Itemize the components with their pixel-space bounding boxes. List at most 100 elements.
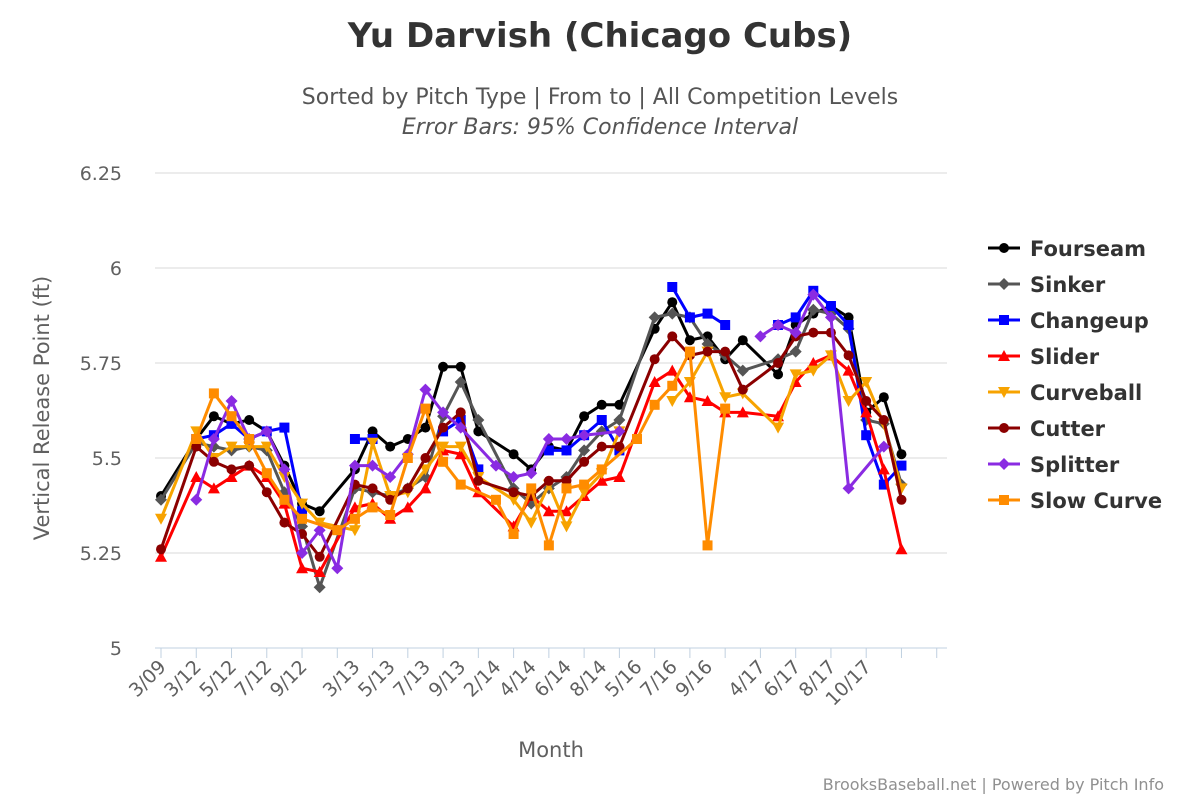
changeup-point[interactable] xyxy=(279,422,290,433)
slider-point[interactable] xyxy=(419,482,432,494)
cutter-point[interactable] xyxy=(156,544,166,555)
slow-curve-point[interactable] xyxy=(438,456,449,467)
splitter-point[interactable] xyxy=(384,471,397,483)
slow-curve-point[interactable] xyxy=(385,510,396,520)
fourseam-point[interactable] xyxy=(420,422,431,433)
slow-curve-point[interactable] xyxy=(667,380,678,391)
curveball-point[interactable] xyxy=(348,525,361,537)
fourseam-point[interactable] xyxy=(438,361,449,372)
slow-curve-point[interactable] xyxy=(596,464,607,475)
changeup-point[interactable] xyxy=(790,312,801,323)
cutter-point[interactable] xyxy=(402,483,413,494)
slow-curve-point[interactable] xyxy=(526,483,537,494)
fourseam-point[interactable] xyxy=(579,411,590,422)
curveball-point[interactable] xyxy=(278,472,291,483)
changeup-point[interactable] xyxy=(473,464,484,475)
changeup-point[interactable] xyxy=(561,445,572,456)
legend-swatch-marker[interactable] xyxy=(999,423,1009,433)
fourseam-point[interactable] xyxy=(473,426,484,437)
splitter-point[interactable] xyxy=(207,433,220,445)
changeup-point[interactable] xyxy=(702,308,713,319)
sinker-point[interactable] xyxy=(648,311,661,324)
slider-point[interactable] xyxy=(701,395,714,406)
slider-point[interactable] xyxy=(155,550,167,562)
splitter-point[interactable] xyxy=(578,429,591,442)
slow-curve-point[interactable] xyxy=(649,399,660,410)
splitter-point[interactable] xyxy=(313,524,326,537)
changeup-point[interactable] xyxy=(861,430,872,441)
fourseam-point[interactable] xyxy=(508,449,519,460)
changeup-point[interactable] xyxy=(878,479,889,490)
legend-item-curveball[interactable]: Curveball xyxy=(988,381,1142,405)
slider-point[interactable] xyxy=(225,471,238,482)
curveball-point[interactable] xyxy=(860,377,873,388)
cutter-point[interactable] xyxy=(455,407,466,418)
legend[interactable]: Fourseam Sinker Changeup Slider Curveball Cut… xyxy=(988,237,1162,513)
slow-curve-point[interactable] xyxy=(191,434,202,444)
cutter-point[interactable] xyxy=(649,354,660,365)
slider-point[interactable] xyxy=(595,474,608,486)
legend-swatch-marker[interactable] xyxy=(998,278,1010,290)
slow-curve-point[interactable] xyxy=(455,479,466,490)
slow-curve-point[interactable] xyxy=(261,468,272,479)
splitter-point[interactable] xyxy=(877,440,890,453)
legend-swatch-marker[interactable] xyxy=(999,495,1009,505)
cutter-point[interactable] xyxy=(473,475,484,486)
cutter-point[interactable] xyxy=(367,483,378,494)
legend-item-sinker[interactable]: Sinker xyxy=(988,273,1106,297)
splitter-point[interactable] xyxy=(190,493,203,506)
legend-swatch-marker[interactable] xyxy=(999,243,1009,253)
slow-curve-point[interactable] xyxy=(279,494,290,505)
sinker-point[interactable] xyxy=(789,345,802,358)
changeup-point[interactable] xyxy=(843,320,854,330)
legend-item-slow-curve[interactable]: Slow Curve xyxy=(988,489,1162,513)
sinker-point[interactable] xyxy=(736,364,749,377)
fourseam-point[interactable] xyxy=(208,411,219,422)
slider-point[interactable] xyxy=(613,471,626,482)
sinker-point[interactable] xyxy=(613,414,626,426)
curveball-point[interactable] xyxy=(260,441,273,453)
cutter-point[interactable] xyxy=(702,346,713,357)
slow-curve-point[interactable] xyxy=(367,502,378,513)
fourseam-point[interactable] xyxy=(367,426,378,437)
changeup-point[interactable] xyxy=(896,460,907,471)
legend-item-slider[interactable]: Slider xyxy=(988,345,1100,369)
curveball-point[interactable] xyxy=(719,392,732,404)
splitter-point[interactable] xyxy=(613,425,626,438)
curveball-point[interactable] xyxy=(366,437,379,449)
changeup-point[interactable] xyxy=(596,415,607,425)
slider-point[interactable] xyxy=(207,482,220,494)
splitter-point[interactable] xyxy=(789,326,802,339)
slow-curve-point[interactable] xyxy=(702,540,713,551)
changeup-point[interactable] xyxy=(455,415,466,425)
fourseam-point[interactable] xyxy=(244,415,255,425)
legend-item-cutter[interactable]: Cutter xyxy=(988,417,1106,441)
fourseam-point[interactable] xyxy=(684,335,695,346)
sinker-point[interactable] xyxy=(454,376,467,388)
curveball-point[interactable] xyxy=(578,487,591,499)
slider-point[interactable] xyxy=(313,566,326,577)
slow-curve-point[interactable] xyxy=(402,453,413,463)
splitter-point[interactable] xyxy=(807,288,820,301)
cutter-point[interactable] xyxy=(667,331,678,342)
legend-item-fourseam[interactable]: Fourseam xyxy=(988,237,1146,261)
cutter-point[interactable] xyxy=(861,396,872,406)
slider-point[interactable] xyxy=(296,562,309,574)
slider-point[interactable] xyxy=(648,376,661,387)
splitter-point[interactable] xyxy=(454,421,467,434)
fourseam-point[interactable] xyxy=(455,361,466,372)
slow-curve-point[interactable] xyxy=(297,513,308,524)
sinker-point[interactable] xyxy=(807,303,820,316)
slow-curve-point[interactable] xyxy=(349,513,360,524)
changeup-point[interactable] xyxy=(226,418,237,429)
fourseam-point[interactable] xyxy=(314,506,325,517)
changeup-point[interactable] xyxy=(825,301,836,311)
slider-point[interactable] xyxy=(190,471,203,482)
cutter-point[interactable] xyxy=(579,456,590,467)
splitter-point[interactable] xyxy=(348,459,361,472)
cutter-point[interactable] xyxy=(314,551,325,562)
cutter-point[interactable] xyxy=(878,415,889,425)
cutter-point[interactable] xyxy=(244,460,255,471)
slow-curve-point[interactable] xyxy=(684,346,695,357)
fourseam-point[interactable] xyxy=(385,441,396,452)
